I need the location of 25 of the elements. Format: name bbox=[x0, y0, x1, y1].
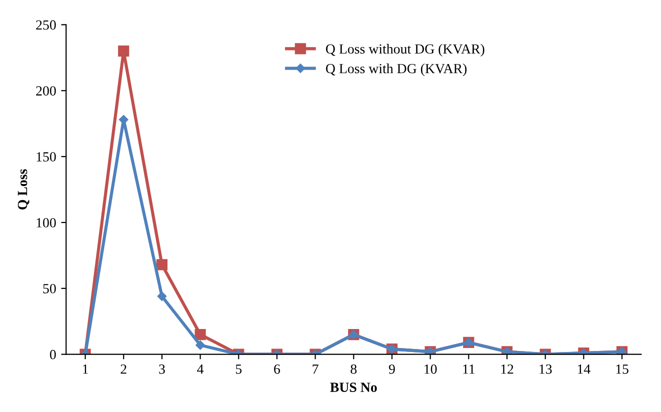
x-tick-label: 1 bbox=[83, 364, 88, 374]
x-tick-label: 10 bbox=[424, 364, 437, 374]
x-tick-label: 12 bbox=[501, 364, 514, 374]
legend-label: Q Loss with DG (KVAR) bbox=[326, 64, 467, 76]
x-tick-label: 14 bbox=[578, 364, 590, 374]
y-tick-label: 250 bbox=[36, 20, 56, 30]
x-tick-label: 9 bbox=[388, 364, 395, 374]
x-tick-label: 13 bbox=[540, 364, 552, 374]
x-tick-label: 7 bbox=[312, 364, 318, 374]
x-tick-label: 3 bbox=[159, 364, 165, 374]
x-tick-label: 8 bbox=[350, 364, 357, 374]
y-tick-label: 200 bbox=[36, 86, 56, 96]
x-axis-title: BUS No bbox=[330, 382, 377, 392]
x-tick-label: 2 bbox=[120, 364, 126, 374]
legend-label: Q Loss without DG (KVAR) bbox=[326, 44, 484, 56]
x-tick-label: 5 bbox=[236, 364, 242, 374]
y-tick-label: 0 bbox=[50, 350, 56, 360]
y-tick-label: 150 bbox=[36, 152, 56, 162]
x-tick-label: 11 bbox=[463, 364, 474, 374]
x-tick-label: 6 bbox=[274, 364, 280, 374]
y-tick-label: 50 bbox=[43, 284, 56, 294]
x-tick-label: 4 bbox=[197, 364, 204, 374]
y-axis-title: Q Loss bbox=[18, 169, 30, 210]
x-tick-label: 15 bbox=[616, 364, 628, 374]
y-tick-label: 100 bbox=[36, 218, 56, 228]
